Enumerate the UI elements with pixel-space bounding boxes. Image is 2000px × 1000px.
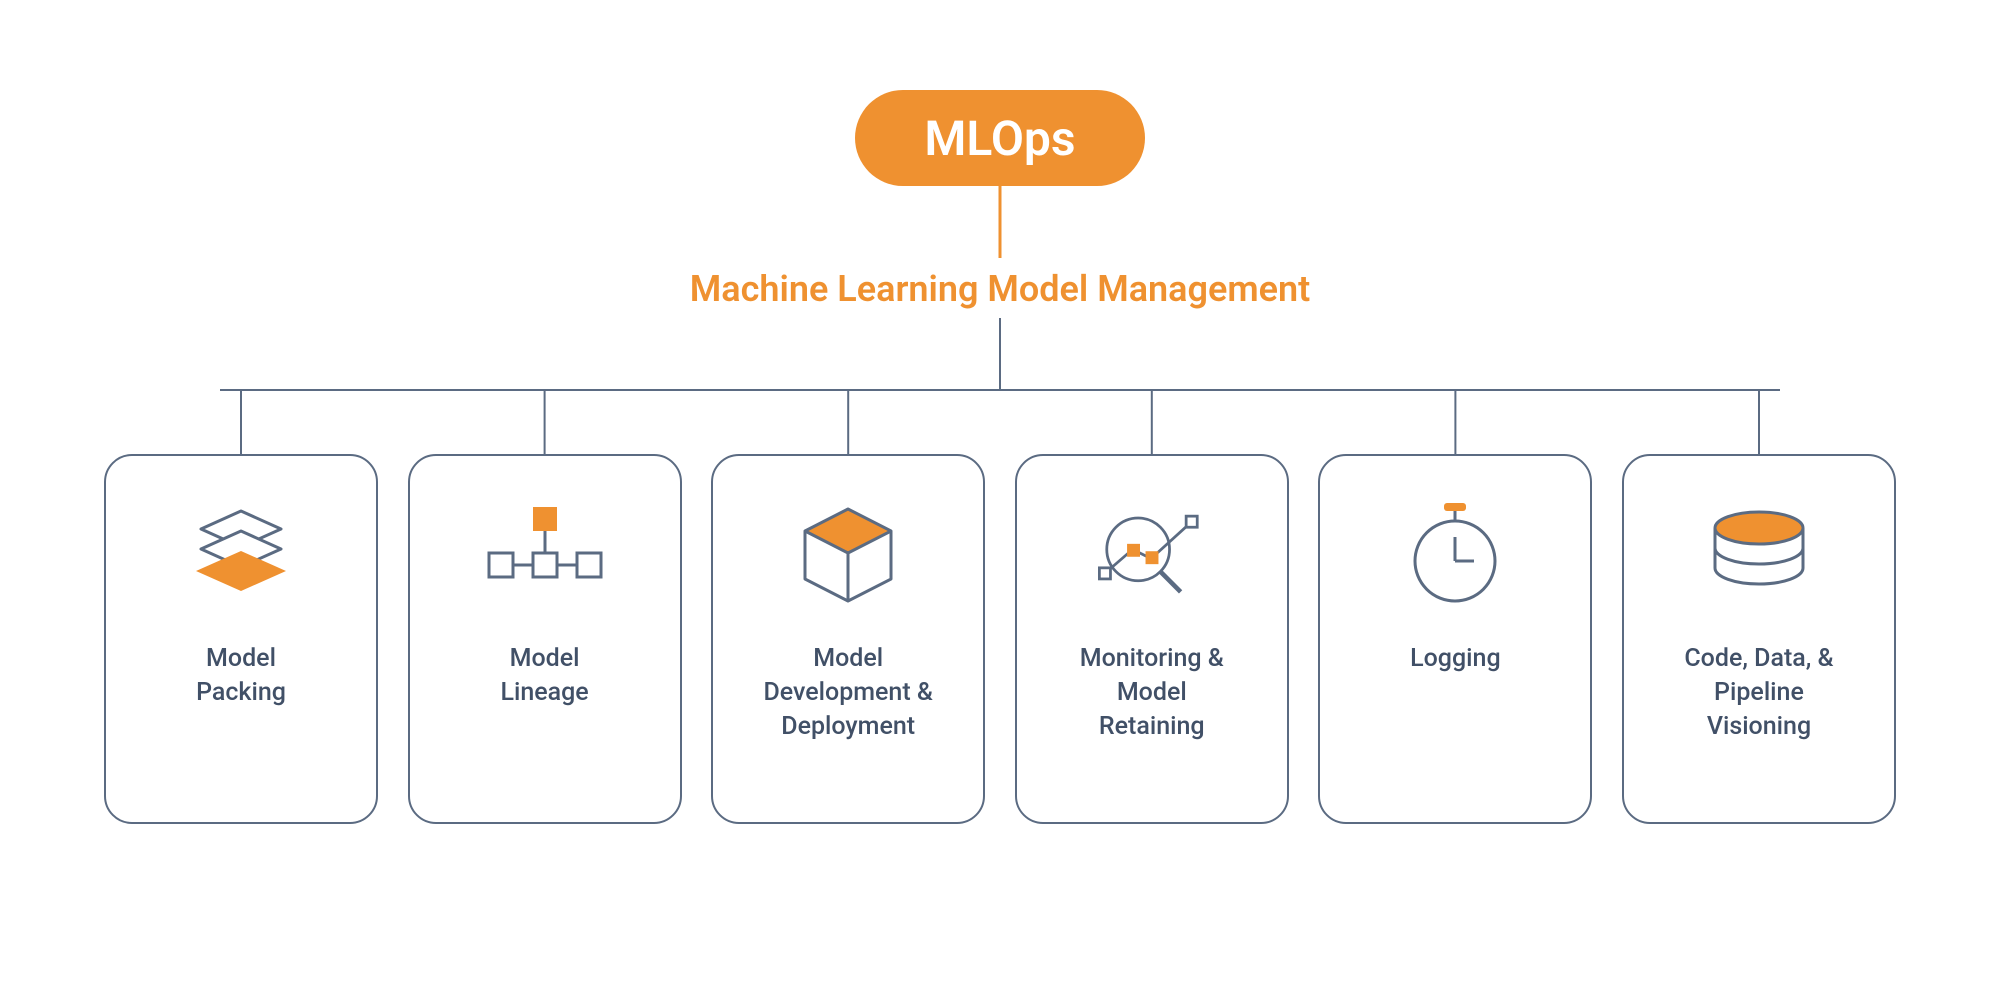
card-label: ModelPacking <box>178 642 304 710</box>
database-icon <box>1699 494 1819 614</box>
layers-icon <box>181 494 301 614</box>
subtitle: Machine Learning Model Management <box>690 268 1310 310</box>
card-model-packing: ModelPacking <box>104 454 378 824</box>
card-label: ModelDevelopment &Deployment <box>745 642 950 743</box>
card-label: Code, Data, &PipelineVisioning <box>1666 642 1851 743</box>
card-monitoring-retaining: Monitoring &ModelRetaining <box>1015 454 1289 824</box>
cards-row: ModelPacking ModelLineage ModelDevelopme… <box>104 454 1896 824</box>
card-label: Monitoring &ModelRetaining <box>1062 642 1242 743</box>
subtitle-label: Machine Learning Model Management <box>690 268 1310 310</box>
cube-icon <box>788 494 908 614</box>
card-model-lineage: ModelLineage <box>408 454 682 824</box>
card-label: ModelLineage <box>482 642 606 710</box>
magnify-chart-icon <box>1092 494 1212 614</box>
card-model-dev-deploy: ModelDevelopment &Deployment <box>711 454 985 824</box>
stopwatch-icon <box>1395 494 1515 614</box>
hierarchy-icon <box>485 494 605 614</box>
root-node: MLOps <box>855 90 1145 186</box>
card-logging: Logging <box>1318 454 1592 824</box>
card-label: Logging <box>1392 642 1519 676</box>
root-node-label: MLOps <box>924 110 1075 167</box>
card-versioning: Code, Data, &PipelineVisioning <box>1622 454 1896 824</box>
